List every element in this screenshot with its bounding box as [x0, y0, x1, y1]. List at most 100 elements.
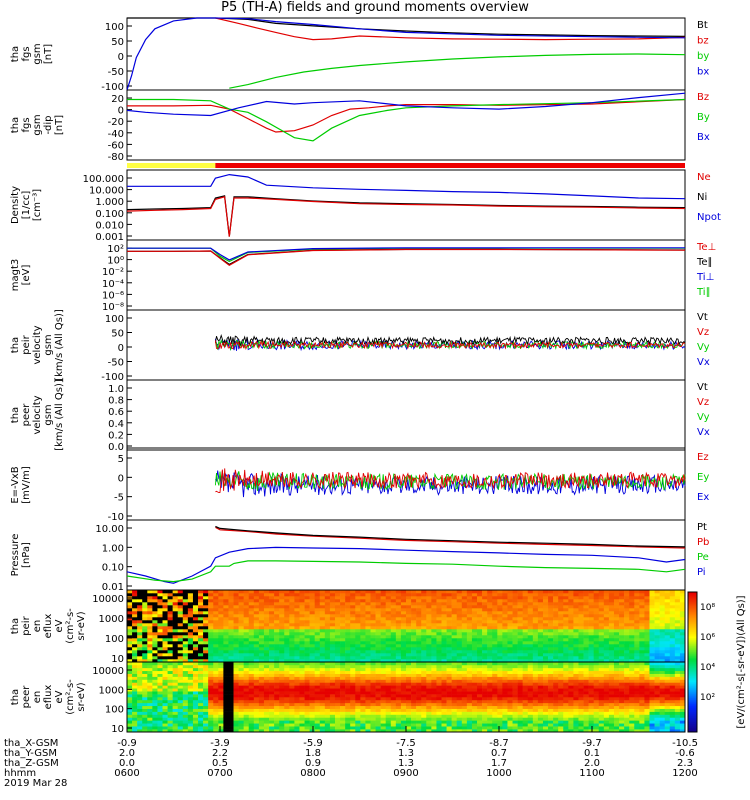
spectrogram-cell	[340, 708, 346, 712]
spectrogram-cell	[421, 717, 427, 721]
spectrogram-cell	[406, 691, 412, 695]
spectrogram-cell	[375, 620, 381, 624]
spectrogram-cell	[507, 673, 513, 677]
spectrogram-cell	[563, 714, 569, 718]
spectrogram-cell	[477, 626, 483, 630]
spectrogram-cell	[527, 596, 534, 600]
spectrogram-cell	[253, 626, 260, 630]
spectrogram-cell	[233, 602, 239, 606]
spectrogram-cell	[390, 605, 397, 609]
spectrogram-cell	[395, 638, 402, 642]
spectrogram-cell	[177, 699, 184, 704]
spectrogram-cell	[416, 691, 422, 695]
spectrogram-cell	[451, 720, 458, 724]
spectrogram-cell	[502, 729, 508, 733]
spectrogram-cell	[532, 617, 539, 621]
spectrogram-cell	[461, 626, 468, 630]
spectrogram-cell	[679, 650, 686, 654]
spectrogram-cell	[406, 617, 412, 621]
spectrogram-cell	[477, 608, 483, 612]
spectrogram-cell	[532, 596, 539, 600]
spectrogram-cell	[309, 623, 315, 627]
spectrogram-cell	[542, 611, 549, 615]
spectrogram-cell	[619, 632, 625, 636]
spectrogram-cell	[400, 635, 407, 639]
spectrogram-cell	[542, 620, 549, 624]
spectrogram-cell	[395, 714, 402, 718]
spectrogram-cell	[598, 608, 605, 612]
spectrogram-cell	[446, 688, 452, 692]
spectrogram-cell	[309, 590, 315, 594]
spectrogram-cell	[274, 679, 280, 683]
y-axis-label: Pressure	[10, 534, 21, 577]
spectrogram-cell	[558, 717, 564, 721]
spectrogram-cell	[568, 650, 574, 654]
spectrogram-cell	[238, 717, 244, 721]
spectrogram-cell	[573, 632, 579, 636]
spectrogram-cell	[132, 611, 138, 615]
spectrogram-cell	[157, 705, 163, 709]
spectrogram-cell	[172, 714, 179, 718]
spectrogram-cell	[537, 641, 544, 645]
spectrogram-cell	[152, 617, 158, 621]
legend-entry: Vz	[697, 397, 709, 408]
spectrogram-cell	[588, 644, 594, 648]
y-tick-label: 10⁻²	[102, 267, 124, 278]
spectrogram-cell	[334, 623, 341, 627]
spectrogram-cell	[203, 685, 209, 689]
spectrogram-cell	[411, 699, 417, 704]
spectrogram-cell	[436, 685, 442, 689]
spectrogram-cell	[416, 723, 422, 727]
spectrogram-cell	[461, 650, 468, 654]
spectrogram-cell	[248, 647, 255, 651]
spectrogram-cell	[664, 653, 671, 657]
spectrogram-cell	[517, 623, 523, 627]
spectrogram-cell	[127, 590, 133, 594]
spectrogram-cell	[208, 679, 214, 683]
spectrogram-cell	[446, 644, 452, 648]
spectrogram-cell	[446, 593, 452, 597]
spectrogram-cell	[578, 656, 584, 660]
spectrogram-cell	[355, 647, 361, 651]
spectrogram-cell	[654, 617, 660, 621]
spectrogram-cell	[517, 641, 523, 645]
spectrogram-cell	[466, 644, 473, 648]
spectrogram-cell	[334, 694, 341, 698]
spectrogram-cell	[345, 605, 351, 609]
spectrogram-cell	[487, 641, 493, 645]
spectrogram-cell	[370, 596, 376, 600]
spectrogram-cell	[395, 659, 402, 663]
spectrogram-cell	[248, 614, 255, 618]
spectrogram-cell	[299, 659, 305, 663]
spectrogram-cell	[385, 653, 392, 657]
spectrogram-cell	[629, 620, 635, 624]
spectrogram-cell	[360, 688, 366, 692]
spectrogram-cell	[350, 593, 356, 597]
spectrogram-cell	[309, 626, 315, 630]
spectrogram-cell	[522, 714, 529, 718]
spectrogram-cell	[284, 653, 290, 657]
spectrogram-cell	[441, 629, 447, 633]
spectrogram-cell	[542, 676, 549, 680]
spectrogram-cell	[426, 667, 432, 672]
spectrogram-cell	[542, 673, 549, 677]
spectrogram-cell	[608, 611, 615, 615]
spectrogram-cell	[263, 694, 270, 698]
spectrogram-cell	[218, 670, 224, 674]
spectrogram-cell	[269, 711, 275, 715]
spectrogram-cell	[406, 711, 412, 715]
spectrogram-cell	[487, 697, 493, 701]
spectrogram-cell	[395, 650, 402, 654]
spectrogram-cell	[537, 685, 544, 689]
spectrogram-cell	[375, 679, 381, 683]
spectrogram-cell	[147, 682, 153, 686]
spectrogram-cell	[355, 688, 361, 692]
spectrogram-cell	[507, 608, 513, 612]
spectrogram-cell	[603, 653, 610, 657]
spectrogram-cell	[568, 679, 574, 683]
spectrogram-cell	[431, 664, 437, 669]
spectrogram-cell	[406, 623, 412, 627]
spectrogram-cell	[324, 697, 331, 701]
spectrogram-cell	[406, 685, 412, 689]
spectrogram-cell	[558, 688, 564, 692]
